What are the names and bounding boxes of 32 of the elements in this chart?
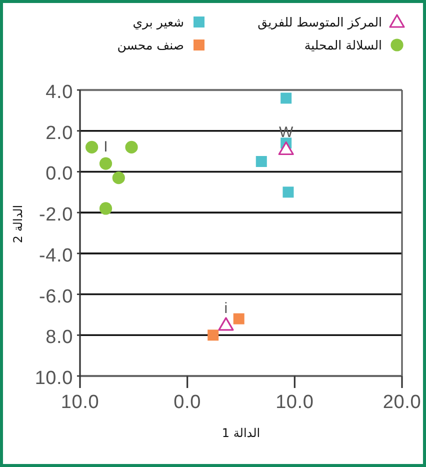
x-tick-label: 10.0 [276,392,314,413]
point [99,157,112,170]
point [218,317,234,331]
x-tick-label: 0.0 [174,392,201,413]
point [86,140,98,154]
legend-label: المركز المتوسط للفريق [258,14,382,30]
y-axis-title: الدالة 2 [11,204,25,244]
x-axis-title: الدالة 1 [222,426,260,440]
point [125,140,138,154]
y-tick-label: -4.0 [39,245,73,266]
point [280,92,292,104]
y-tick-label: 10.0 [34,368,73,389]
legend-label: صنف محسن [117,38,184,54]
annotation: i [224,300,228,317]
point [256,156,267,167]
x-tick-label: 20.0 [382,392,422,413]
point [233,313,244,324]
point [112,172,125,184]
y-tick-label: 2.0 [46,122,73,144]
point [278,141,294,156]
legend-label: شعير بري [132,14,184,30]
y-tick-label: -6.0 [39,286,73,308]
legend-label: السلالة المحلية [304,38,382,52]
x-tick-label: 10.0 [60,392,100,413]
y-tick-label: 8.0 [46,327,73,348]
y-tick-label: 0.0 [46,164,73,185]
point [99,202,112,215]
y-tick-label: 4.0 [46,82,73,103]
point [282,186,294,198]
annotation: I [104,138,108,156]
y-tick-label: -2.0 [39,204,73,226]
point [208,330,219,341]
